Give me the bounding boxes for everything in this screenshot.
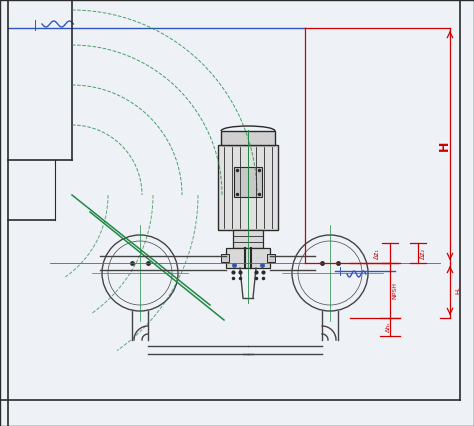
Text: Hₛ: Hₛ	[455, 287, 461, 294]
Bar	[267, 254, 275, 262]
Text: Δhₛ: Δhₛ	[385, 322, 391, 332]
Bar	[233, 230, 263, 248]
Bar	[218, 145, 278, 230]
Bar	[221, 131, 275, 145]
Bar	[226, 248, 270, 268]
Text: NPSH: NPSH	[392, 282, 397, 299]
Text: H: H	[438, 140, 450, 151]
Bar	[234, 167, 262, 197]
Text: Δz₂: Δz₂	[420, 248, 426, 259]
Text: Δz₁: Δz₁	[374, 248, 380, 259]
Bar	[221, 254, 229, 262]
